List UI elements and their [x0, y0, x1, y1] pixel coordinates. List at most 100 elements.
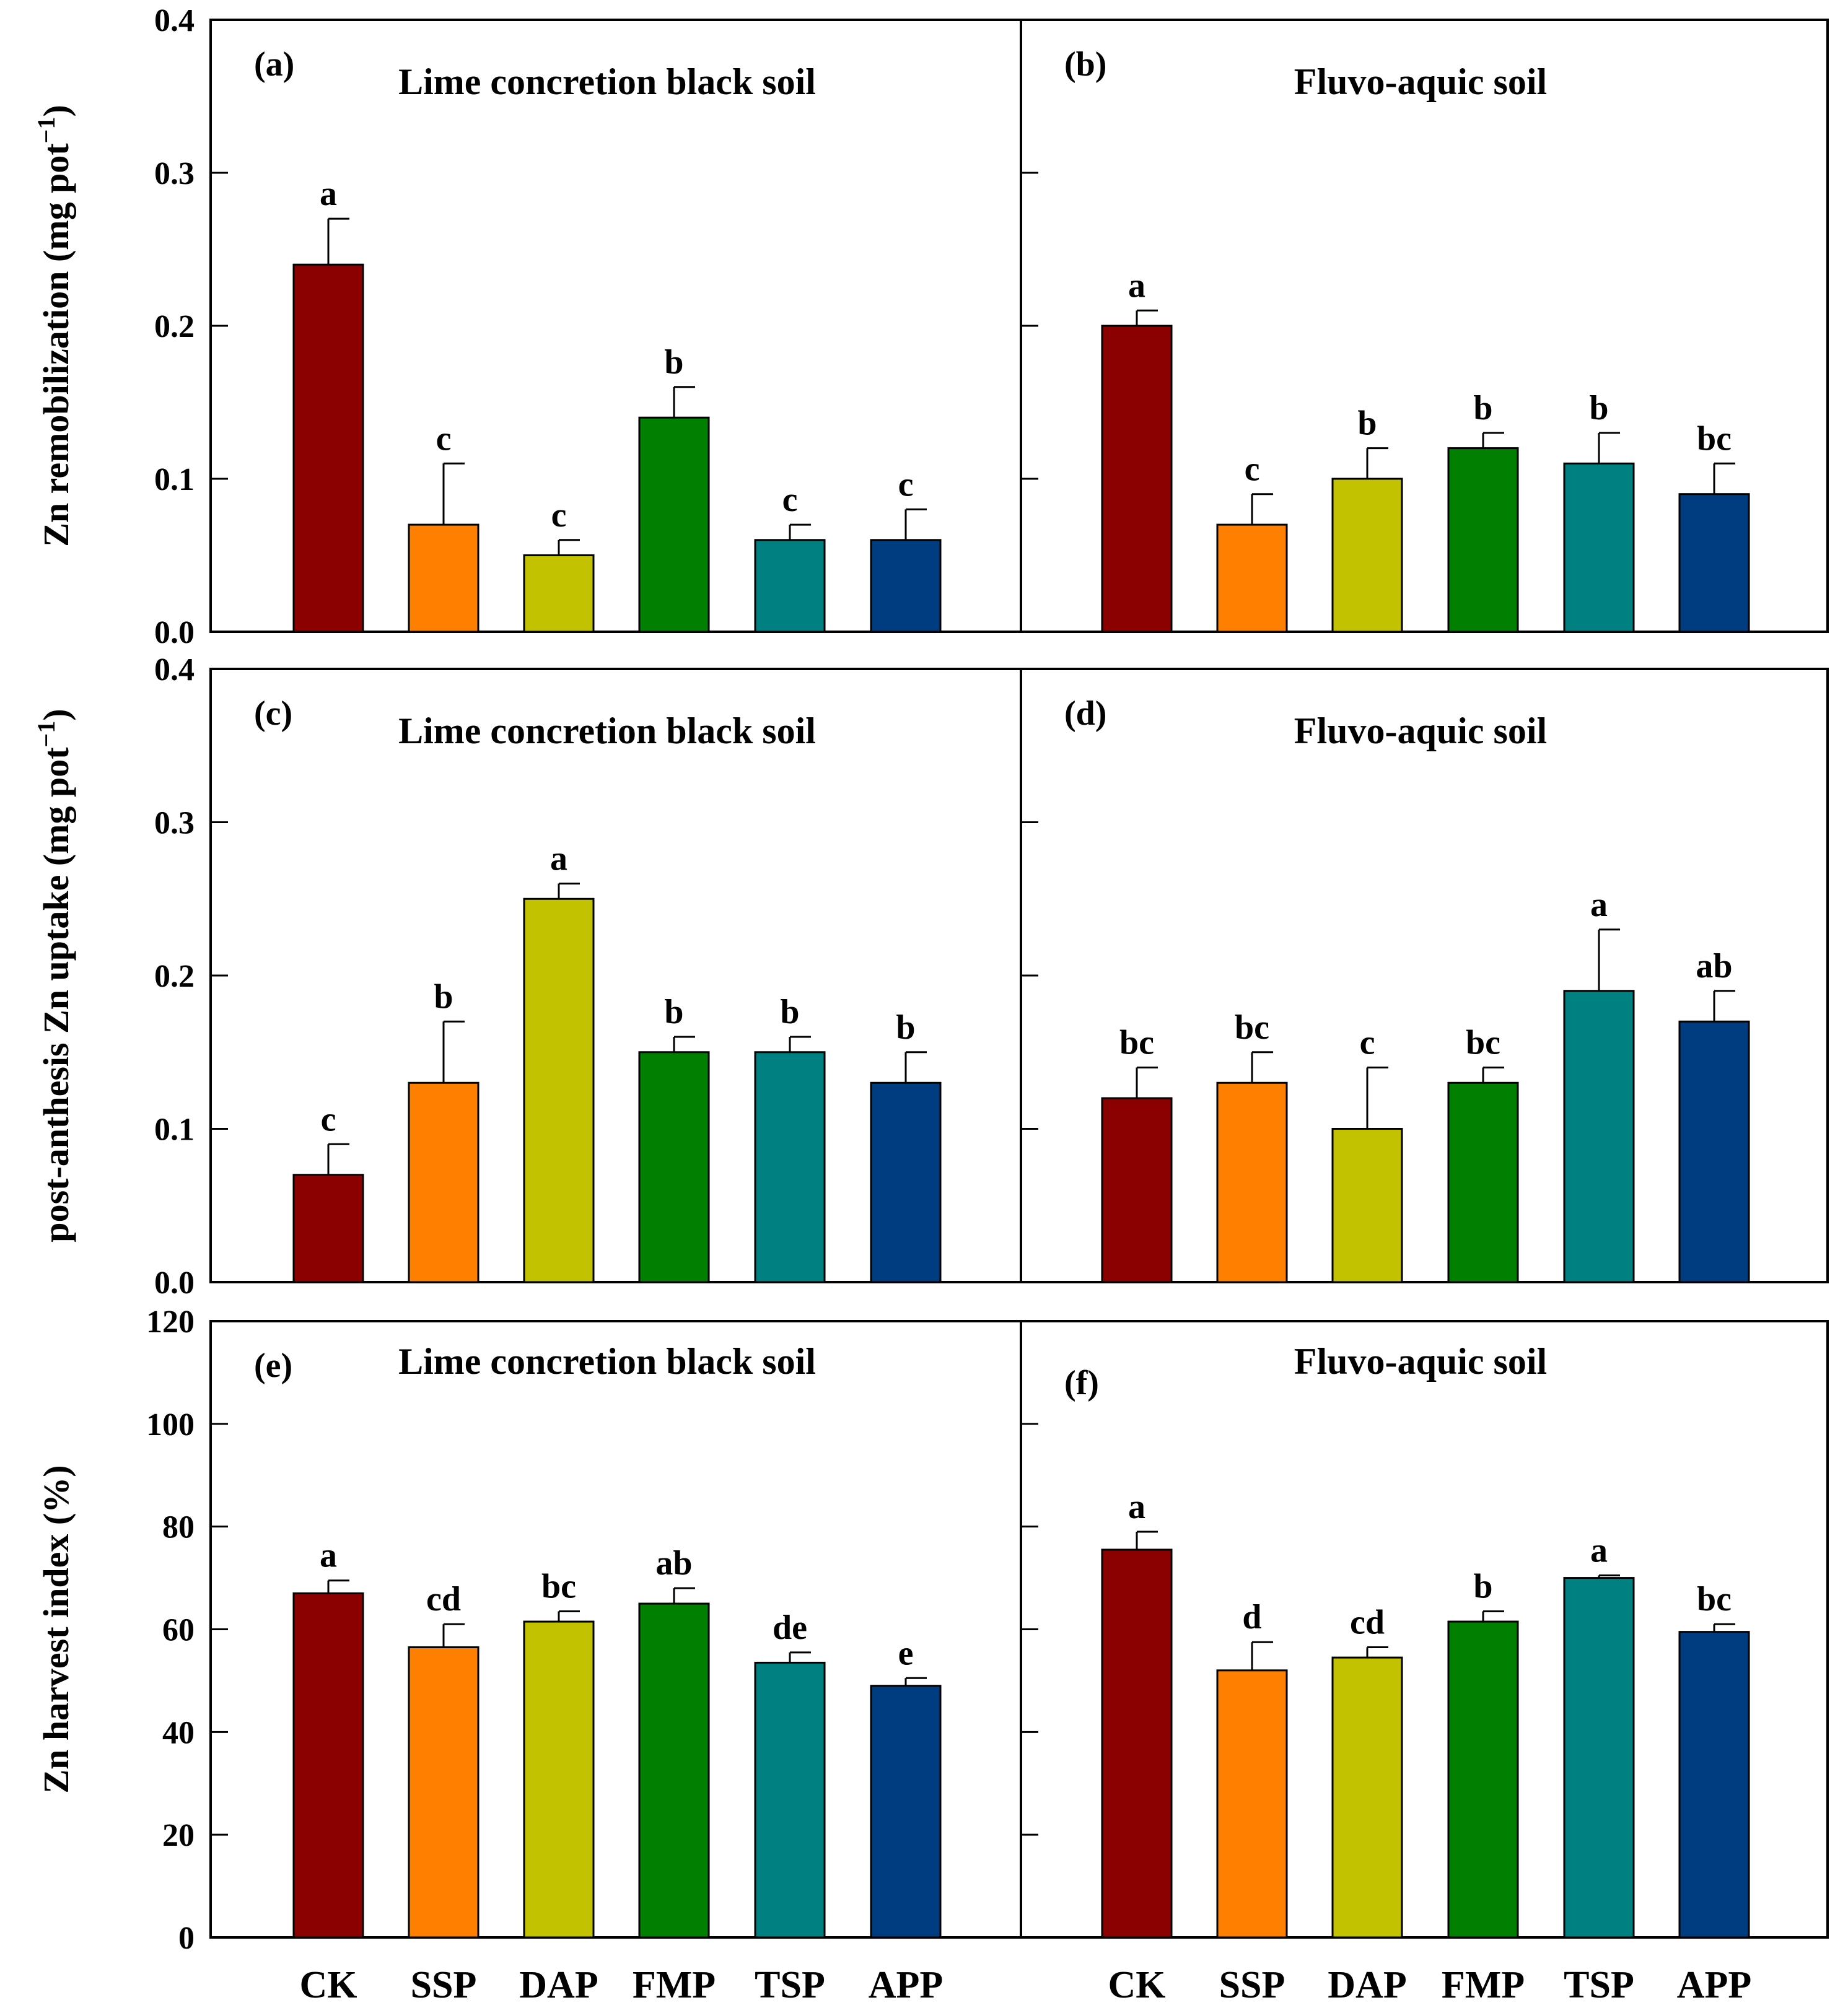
- significance-letter: bc: [1235, 1008, 1269, 1047]
- significance-letter: c: [436, 419, 452, 458]
- y-tick-label: 0.2: [154, 959, 195, 994]
- x-tick-label: FMP: [1442, 1964, 1525, 2006]
- x-tick-label: APP: [869, 1964, 944, 2006]
- panel-title: Lime concretion black soil: [398, 1341, 816, 1382]
- panel-label: (d): [1064, 694, 1106, 733]
- panel-label: (f): [1064, 1364, 1099, 1402]
- significance-letter: c: [782, 481, 798, 519]
- bar-ssp: [1216, 1669, 1288, 1939]
- y-tick-label: 20: [162, 1818, 195, 1853]
- panel-title: Lime concretion black soil: [398, 710, 816, 751]
- bar-dap: [523, 1620, 595, 1939]
- bar-ck: [1101, 1097, 1173, 1283]
- significance-letter: b: [1473, 1567, 1492, 1605]
- significance-letter: e: [898, 1634, 914, 1672]
- bar-app: [1678, 1020, 1750, 1283]
- bar-ck: [1101, 1548, 1173, 1939]
- y-tick-label: 0.0: [154, 615, 195, 650]
- y-tick-label: 40: [162, 1715, 195, 1750]
- bar-fmp: [638, 416, 710, 633]
- significance-letter: b: [1589, 389, 1608, 427]
- x-tick-label: APP: [1677, 1964, 1752, 2006]
- bar-ssp: [1216, 1081, 1288, 1283]
- bar-tsp: [754, 1051, 826, 1283]
- x-tick-label: FMP: [633, 1964, 716, 2006]
- bar-app: [1678, 493, 1750, 633]
- significance-letter: b: [664, 343, 683, 382]
- x-tick-label: TSP: [1564, 1964, 1634, 2006]
- y-tick-label: 0.0: [154, 1265, 195, 1301]
- bar-dap: [1331, 1656, 1403, 1939]
- x-tick-label: CK: [1108, 1964, 1166, 2006]
- y-tick-label: 0.4: [154, 652, 195, 688]
- bar-tsp: [754, 539, 826, 633]
- significance-letter: cd: [1350, 1604, 1385, 1642]
- bar-tsp: [1563, 1577, 1635, 1939]
- significance-letter: b: [434, 977, 453, 1016]
- y-tick-label: 100: [146, 1407, 195, 1443]
- panel-c: 0.0 0.1 0.2 0.3 0.4 (c) Lime concretion black …: [32, 652, 1022, 1301]
- significance-letter: c: [1245, 450, 1260, 489]
- significance-letter: b: [1357, 404, 1377, 443]
- y-tick-label: 0: [178, 1921, 195, 1956]
- bar-dap: [1331, 1128, 1403, 1283]
- bar-tsp: [754, 1661, 826, 1939]
- significance-letter: a: [1128, 1488, 1145, 1526]
- y-tick-label: 120: [146, 1304, 195, 1340]
- bar-tsp: [1563, 990, 1635, 1283]
- bar-fmp: [638, 1051, 710, 1283]
- panel-label: (e): [254, 1347, 292, 1385]
- x-tick-label: SSP: [411, 1964, 477, 2006]
- y-tick-label: 0.4: [154, 3, 195, 38]
- y-tick-label: 0.1: [154, 462, 195, 497]
- bar-fmp: [1447, 1620, 1519, 1939]
- significance-letter: b: [664, 993, 683, 1031]
- panel-f: (f) Fluvo-aquic soil a d cd b a bc CK SSP DAP FMP TS…: [1020, 1320, 1829, 2006]
- significance-letter: c: [551, 496, 567, 535]
- x-tick-label: DAP: [1328, 1964, 1406, 2006]
- bar-dap: [1331, 478, 1403, 633]
- y-tick-label: 0.1: [154, 1112, 195, 1148]
- bar-tsp: [1563, 462, 1635, 633]
- bar-fmp: [1447, 1081, 1519, 1283]
- panel-title: Fluvo-aquic soil: [1294, 710, 1547, 751]
- significance-letter: bc: [1697, 419, 1732, 458]
- bar-ck: [292, 263, 364, 633]
- y-axis-label: post-anthesis Zn uptake (mg pot−1): [32, 709, 76, 1242]
- bar-fmp: [638, 1602, 710, 1939]
- x-tick-label: CK: [300, 1964, 357, 2006]
- significance-letter: c: [321, 1100, 336, 1138]
- x-tick-label: TSP: [755, 1964, 825, 2006]
- y-tick-label: 60: [162, 1613, 195, 1648]
- bar-ssp: [408, 1646, 480, 1939]
- y-tick-label: 0.2: [154, 309, 195, 344]
- significance-letter: c: [898, 465, 914, 504]
- bar-app: [870, 539, 942, 633]
- y-tick-label: 80: [162, 1510, 195, 1545]
- significance-letter: b: [1473, 389, 1492, 427]
- panel-title: Fluvo-aquic soil: [1294, 1341, 1547, 1382]
- significance-letter: a: [550, 840, 567, 878]
- y-tick-label: 0.3: [154, 806, 195, 841]
- x-tick-label: SSP: [1219, 1964, 1285, 2006]
- panel-a: 0.0 0.1 0.2 0.3 0.4 (a) Lime concretion black …: [32, 3, 1022, 650]
- y-tick-label: 0.3: [154, 156, 195, 191]
- panel-label: (c): [254, 694, 292, 733]
- y-axis-label: Zn remobilization (mg pot−1): [32, 105, 76, 547]
- significance-letter: bc: [1466, 1024, 1500, 1062]
- significance-letter: cd: [426, 1580, 461, 1618]
- significance-letter: d: [1242, 1598, 1261, 1636]
- bar-ck: [292, 1174, 364, 1283]
- bar-dap: [523, 554, 595, 633]
- y-axis-label: Zn harvest index (%): [36, 1465, 76, 1793]
- panel-label: (a): [254, 45, 294, 84]
- panel-e: 0 20 40 60 80 100 120 (e) Lime concretion black …: [36, 1304, 1022, 2006]
- bar-ssp: [1216, 523, 1288, 633]
- significance-letter: a: [1590, 1531, 1608, 1570]
- bar-ck: [1101, 325, 1173, 633]
- significance-letter: bc: [541, 1567, 576, 1605]
- bar-ssp: [408, 1081, 480, 1283]
- bar-dap: [523, 897, 595, 1283]
- significance-letter: bc: [1697, 1580, 1732, 1618]
